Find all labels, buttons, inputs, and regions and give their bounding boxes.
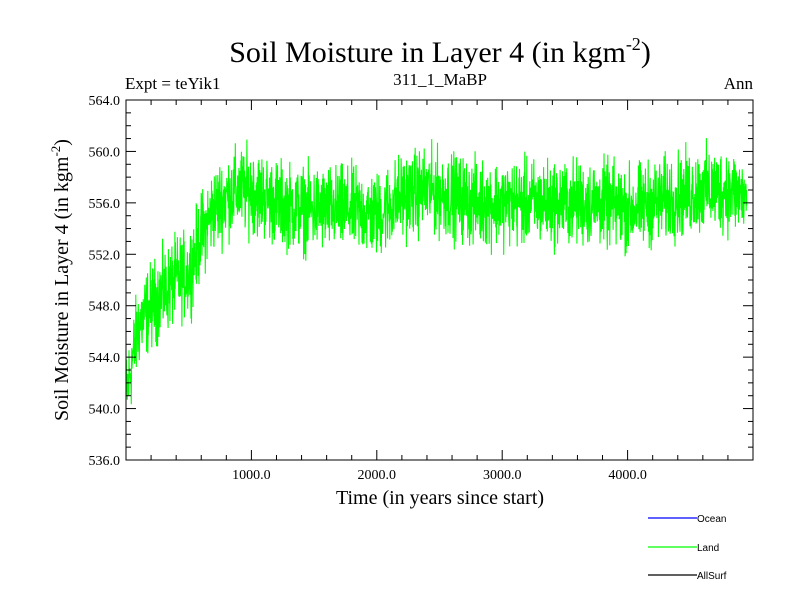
series-layer — [126, 138, 748, 405]
y-tick-label: 544.0 — [89, 351, 121, 366]
y-tick-label: 552.0 — [89, 248, 121, 263]
y-axis-label: Soil Moisture in Layer 4 (in kgm-2) — [48, 139, 73, 421]
chart-title-sup: -2 — [626, 34, 641, 54]
chart-title-close: ) — [641, 36, 651, 69]
x-axis-label: Time (in years since start) — [336, 487, 544, 509]
y-tick-label: 548.0 — [89, 300, 121, 315]
y-axis: 536.0 540.0 544.0 548.0 552.0 556.0 560.0 564.0 — [89, 94, 753, 469]
subtitle-center: 311_1_MaBP — [393, 70, 487, 89]
x-axis: 1000.0 2000.0 3000.0 4000.0 — [125, 100, 754, 483]
legend-label-land: Land — [697, 543, 719, 554]
y-axis-label-close: ) — [51, 139, 73, 146]
x-tick-label: 1000.0 — [232, 468, 271, 483]
y-tick-label: 560.0 — [89, 145, 121, 160]
chart-title-main: Soil Moisture in Layer 4 (in kgm — [229, 36, 626, 69]
plot-area: 536.0 540.0 544.0 548.0 552.0 556.0 560.0 564.0… — [89, 94, 754, 483]
x-tick-label: 3000.0 — [483, 468, 522, 483]
legend-label-allsurf: AllSurf — [697, 571, 727, 582]
subtitle-left: Expt = teYik1 — [125, 74, 221, 93]
legend-label-ocean: Ocean — [697, 514, 726, 525]
x-tick-label: 2000.0 — [358, 468, 397, 483]
y-tick-label: 536.0 — [89, 454, 121, 469]
y-tick-label: 564.0 — [89, 94, 121, 109]
legend: Ocean Land AllSurf — [648, 514, 727, 582]
y-axis-label-sup: -2 — [48, 146, 63, 157]
subtitle-right: Ann — [724, 74, 754, 93]
y-axis-label-main: Soil Moisture in Layer 4 (in kgm — [51, 156, 73, 421]
x-tick-label: 4000.0 — [608, 468, 647, 483]
y-tick-label: 556.0 — [89, 197, 121, 212]
chart-title: Soil Moisture in Layer 4 (in kgm-2) — [229, 34, 651, 69]
y-tick-label: 540.0 — [89, 403, 121, 418]
series-line-land — [126, 138, 748, 405]
plot-frame — [125, 99, 754, 461]
